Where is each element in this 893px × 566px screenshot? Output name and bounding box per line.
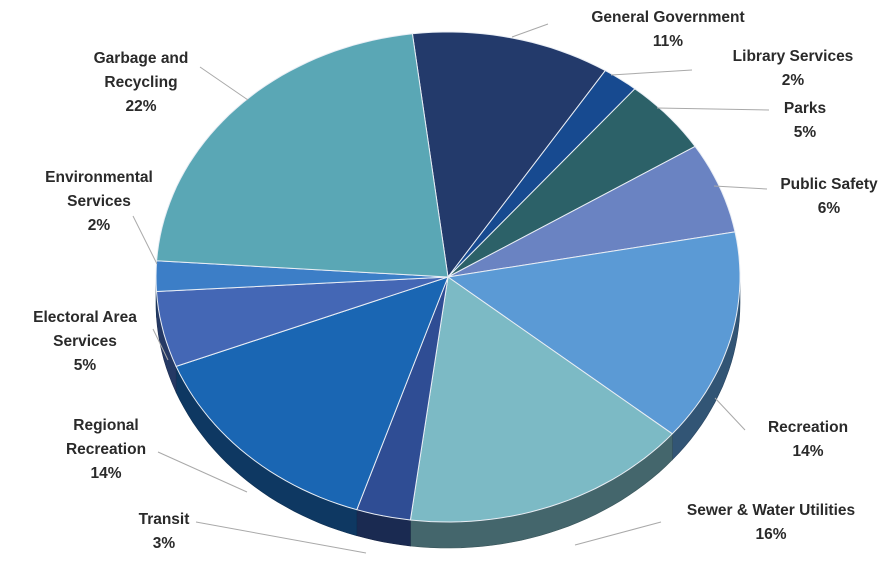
slice-label-9: Services — [67, 193, 131, 210]
pie-slice-6 — [356, 276, 449, 521]
slice-label-1: Library Services — [733, 48, 854, 65]
slice-label-7: Regional — [73, 417, 138, 434]
slice-label-10: Recycling — [104, 74, 177, 91]
leader-line-0 — [511, 23, 549, 38]
slice-percent-10: 22% — [125, 98, 156, 115]
pie-slice-0 — [411, 31, 606, 278]
pie-slice-8 — [156, 276, 449, 367]
pie-slice-2 — [447, 88, 696, 278]
slice-percent-5: 16% — [755, 526, 786, 543]
pie-slice-7 — [175, 276, 449, 511]
leader-line-8 — [152, 328, 169, 361]
slice-label-5: Sewer & Water Utilities — [687, 502, 855, 519]
slice-label-8: Electoral Area — [33, 309, 137, 326]
leader-line-7 — [157, 451, 248, 493]
slice-label-2: Parks — [784, 100, 826, 117]
leader-line-10 — [199, 66, 249, 101]
slice-label-10: Garbage and — [94, 50, 189, 67]
leader-line-3 — [713, 185, 768, 190]
slice-label-4: Recreation — [768, 419, 848, 436]
pie-slice-10 — [156, 33, 449, 278]
leader-lines — [132, 23, 770, 554]
slice-label-9: Environmental — [45, 169, 153, 186]
slice-label-7: Recreation — [66, 441, 146, 458]
slice-percent-8: 5% — [74, 357, 97, 374]
pie-slice-3 — [447, 145, 736, 278]
slice-percent-9: 2% — [88, 217, 111, 234]
leader-line-4 — [714, 397, 746, 431]
slice-label-0: General Government — [591, 9, 744, 26]
pie-slice-4 — [447, 231, 741, 435]
slice-label-8: Services — [53, 333, 117, 350]
slice-label-6: Transit — [139, 511, 190, 528]
slice-labels: General Government 11% Library Services 2% P… — [33, 9, 878, 552]
leader-line-2 — [656, 107, 770, 111]
leader-line-5 — [574, 521, 662, 546]
slice-percent-6: 3% — [153, 535, 176, 552]
slice-percent-7: 14% — [90, 465, 121, 482]
pie-depth-sides — [155, 276, 741, 549]
leader-line-1 — [610, 69, 693, 76]
slice-percent-2: 5% — [794, 124, 817, 141]
pie-slice-5 — [409, 276, 673, 523]
leader-line-6 — [195, 521, 367, 554]
slice-percent-3: 6% — [818, 200, 841, 217]
slice-percent-1: 2% — [782, 72, 805, 89]
pie-slices — [155, 31, 741, 523]
slice-percent-4: 14% — [792, 443, 823, 460]
slice-percent-0: 11% — [653, 33, 683, 50]
slice-label-3: Public Safety — [780, 176, 878, 193]
leader-line-9 — [132, 215, 158, 265]
